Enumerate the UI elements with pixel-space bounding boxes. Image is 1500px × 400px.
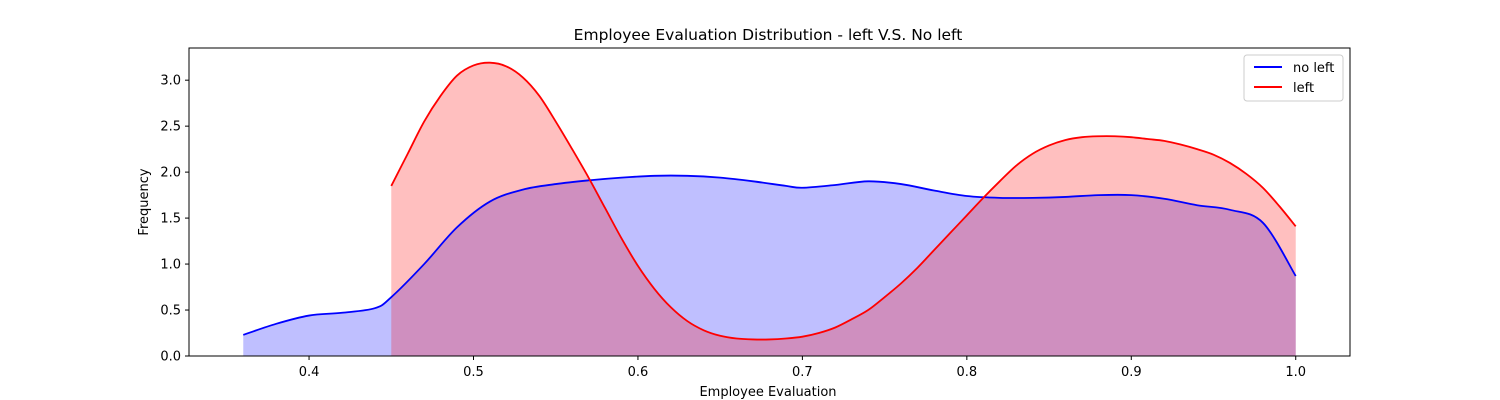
x-axis-label: Employee Evaluation — [699, 385, 836, 400]
density-lines — [242, 61, 1297, 341]
y-tick-label: 0.5 — [160, 304, 181, 319]
density-fill-no-left — [243, 175, 1296, 356]
legend-label-left: left — [1293, 81, 1314, 96]
y-axis: 0.0 0.5 1.0 1.5 2.0 2.5 3.0 — [160, 74, 189, 365]
y-tick-label: 2.0 — [160, 166, 181, 181]
y-tick-label: 1.0 — [160, 258, 181, 273]
y-axis-label: Frequency — [137, 168, 152, 235]
density-line-no-left — [242, 174, 1297, 336]
x-axis: 0.4 0.5 0.6 0.7 0.8 0.9 1.0 — [299, 356, 1306, 380]
x-tick-label: 0.8 — [956, 365, 977, 380]
y-tick-label: 3.0 — [160, 74, 181, 89]
plot-area — [242, 61, 1297, 356]
density-fills — [243, 62, 1296, 356]
x-tick-label: 1.0 — [1285, 365, 1306, 380]
y-tick-label: 0.0 — [160, 350, 181, 365]
legend-label-no-left: no left — [1293, 61, 1334, 76]
legend: no left left — [1243, 54, 1344, 102]
chart-title: Employee Evaluation Distribution - left … — [574, 26, 963, 44]
density-line-left — [390, 61, 1297, 341]
x-tick-label: 0.7 — [792, 365, 813, 380]
density-fill-left — [391, 62, 1296, 356]
y-tick-label: 1.5 — [160, 212, 181, 227]
x-tick-label: 0.4 — [299, 365, 320, 380]
x-tick-label: 0.5 — [463, 365, 484, 380]
y-tick-label: 2.5 — [160, 120, 181, 135]
x-tick-label: 0.9 — [1121, 365, 1142, 380]
plot-frame — [188, 47, 1351, 357]
x-tick-label: 0.6 — [628, 365, 649, 380]
